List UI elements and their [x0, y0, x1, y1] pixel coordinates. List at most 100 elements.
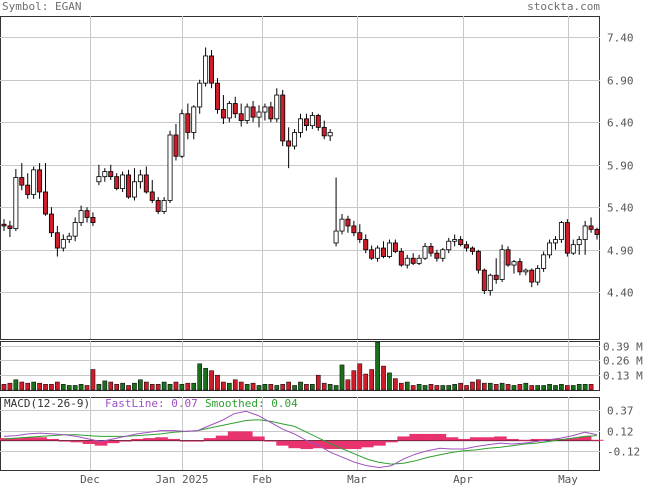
volume-bar: [244, 384, 250, 391]
x-tick-label: Feb: [252, 473, 272, 486]
volume-bar: [197, 363, 203, 391]
candle: [446, 240, 452, 251]
candle: [381, 247, 386, 257]
candle: [410, 257, 416, 264]
volume-bar: [321, 382, 327, 391]
volume-bar: [66, 385, 72, 391]
volume-bar: [126, 385, 131, 391]
candle: [238, 113, 244, 121]
macd-histogram-bar: [203, 438, 217, 441]
volume-bar: [1, 384, 7, 391]
volume-bar: [476, 379, 481, 391]
candle: [137, 174, 143, 183]
volume-bar: [428, 384, 434, 391]
candle: [511, 261, 517, 266]
candle: [232, 103, 238, 115]
volume-bar: [13, 379, 19, 391]
macd-histogram-bar: [445, 437, 459, 441]
price-tick-label: 5.40: [607, 202, 634, 215]
volume-bar: [37, 382, 42, 391]
candle: [452, 239, 458, 242]
volume-bar: [31, 381, 36, 391]
candle: [274, 94, 280, 120]
volume-bar: [304, 384, 309, 391]
candle: [398, 251, 404, 266]
candle: [262, 106, 268, 113]
volume-bar: [499, 382, 505, 391]
macd-histogram-bar: [106, 440, 120, 444]
candle: [48, 213, 54, 234]
volume-bar: [60, 384, 66, 391]
candle: [72, 222, 78, 237]
volume-bar: [333, 385, 339, 391]
volume-bar: [505, 384, 511, 391]
macd-histogram-bar: [70, 440, 84, 443]
candle: [143, 174, 149, 193]
macd-histogram-bar: [167, 438, 180, 441]
macd-panel: [0, 397, 600, 471]
volume-bar: [161, 381, 167, 391]
candle: [131, 181, 137, 198]
candle: [215, 82, 220, 110]
volume-bar: [209, 370, 214, 391]
volume-bar: [416, 384, 422, 391]
macd-histogram-bar: [421, 433, 435, 441]
macd-histogram-bar: [578, 436, 592, 441]
candle: [576, 239, 582, 246]
x-tick-label: Mar: [347, 473, 367, 486]
macd-histogram-bar: [518, 439, 531, 441]
volume-bar: [547, 384, 552, 391]
candle: [535, 268, 541, 283]
volume-bar: [173, 381, 179, 391]
site-label[interactable]: stockta.com: [527, 0, 600, 13]
volume-bar: [90, 369, 96, 391]
candle: [280, 94, 286, 142]
macd-smoothed-line: [3, 419, 598, 465]
volume-bar: [375, 341, 380, 391]
candle: [404, 257, 410, 266]
macd-histogram-bar: [397, 436, 410, 441]
volume-bar: [559, 384, 564, 391]
candle: [475, 251, 481, 271]
volume-tick-label: 0.13 M: [603, 370, 643, 383]
macd-histogram-bar: [143, 438, 156, 441]
volume-bar: [553, 385, 558, 391]
candle: [167, 134, 173, 201]
volume-bar: [393, 378, 398, 391]
volume-bar: [280, 384, 286, 391]
macd-histogram-bar: [94, 440, 108, 446]
candle: [541, 254, 547, 269]
candle: [351, 225, 357, 234]
candle: [481, 269, 487, 291]
volume-bar: [576, 384, 582, 391]
price-tick-label: 6.40: [607, 117, 634, 130]
candle: [197, 82, 203, 108]
macd-histogram-bar: [252, 436, 265, 441]
price-tick-label: 7.40: [607, 32, 634, 45]
volume-bar: [250, 382, 256, 391]
candle: [31, 169, 37, 195]
volume-bar: [541, 385, 546, 391]
volume-bar: [292, 385, 297, 391]
candle: [250, 106, 256, 118]
candle: [60, 239, 66, 249]
macd-histogram-bar: [324, 440, 338, 450]
candle: [523, 269, 529, 273]
candle: [173, 134, 179, 157]
volume-bar: [327, 384, 333, 391]
candle: [392, 242, 398, 252]
macd-histogram-bar: [276, 440, 289, 446]
candle: [114, 176, 120, 189]
macd-histogram-bar: [494, 436, 507, 441]
candle: [416, 257, 422, 264]
volume-bar: [404, 381, 410, 391]
candle: [517, 261, 523, 273]
candle: [268, 106, 274, 120]
candle: [309, 115, 315, 127]
volume-bar: [482, 382, 487, 391]
x-tick-label: Jan 2025: [156, 473, 209, 486]
volume-bar: [55, 381, 60, 391]
macd-fast-line: [3, 410, 598, 469]
candle: [582, 225, 588, 240]
